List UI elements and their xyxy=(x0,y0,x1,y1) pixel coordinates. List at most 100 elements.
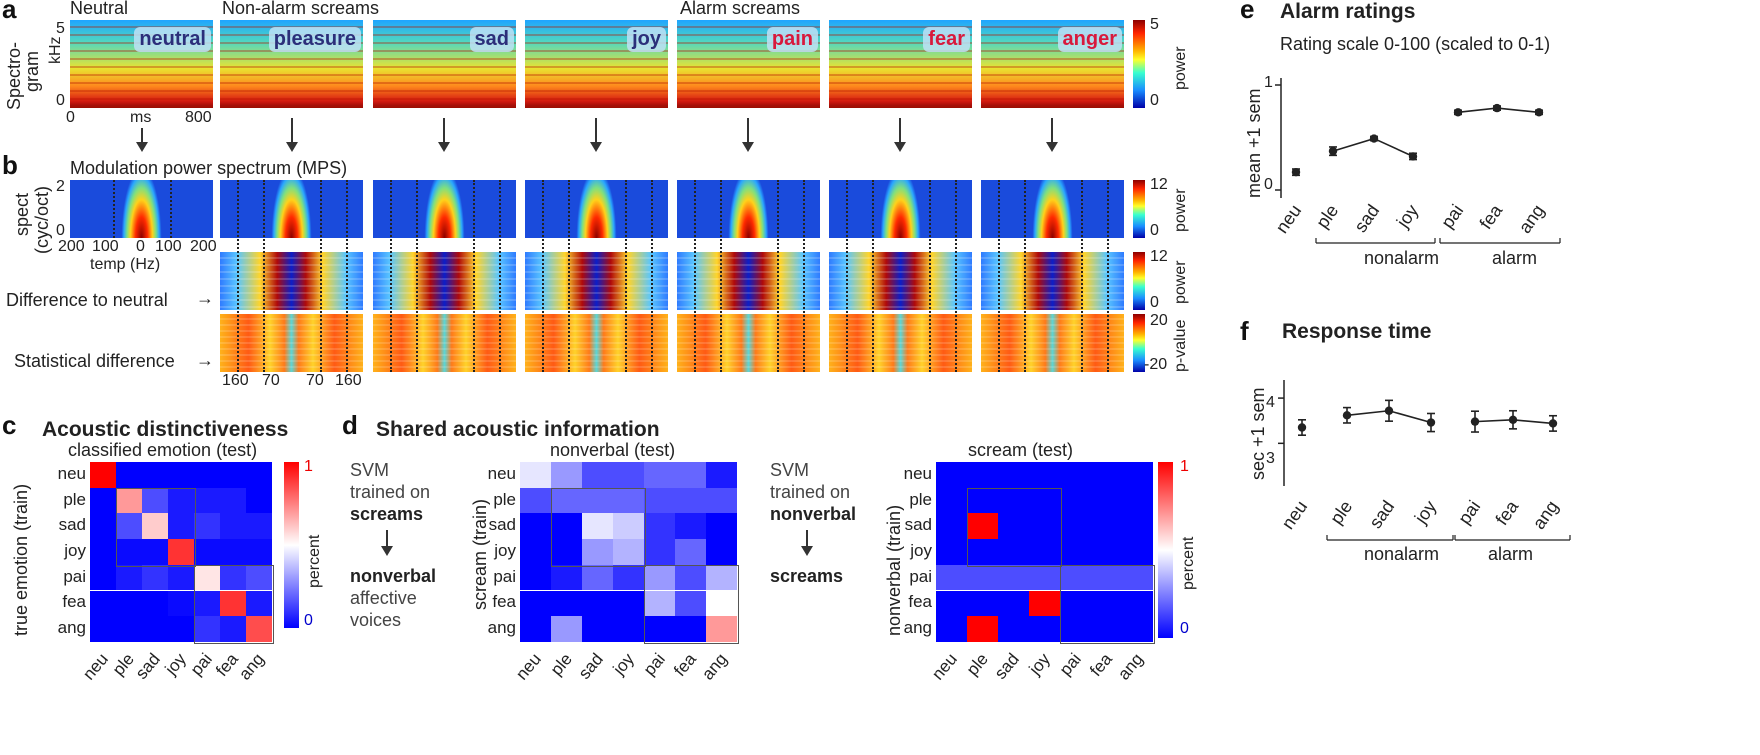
heatmap-cell xyxy=(706,462,737,488)
down-arrow-icon xyxy=(438,118,450,152)
down-arrow-icon xyxy=(1046,118,1058,152)
heatmap-cell xyxy=(967,564,998,591)
heatmap-cell xyxy=(194,513,220,540)
category-label: joy xyxy=(1410,497,1440,528)
heatmap-cell xyxy=(675,462,706,488)
diff-cbar-tick-0: 0 xyxy=(1150,294,1159,311)
heatmap-cell xyxy=(675,590,706,617)
heatmap-cell xyxy=(1091,616,1122,642)
frequency-divider-line xyxy=(954,180,957,372)
heatmap-cell xyxy=(936,487,967,514)
heatmap-row-label: sad xyxy=(904,515,932,535)
mps-tile-anger xyxy=(981,180,1124,238)
mps-xlabel: temp (Hz) xyxy=(90,256,161,273)
heatmap-row-label: ple xyxy=(909,489,932,509)
emotion-label-sad: sad xyxy=(469,27,514,52)
frequency-divider-line xyxy=(345,180,348,372)
frequency-divider-line xyxy=(846,180,849,372)
heatmap-cell xyxy=(116,616,142,642)
heatmap-cell xyxy=(1122,616,1153,642)
heatmap-cell xyxy=(246,487,272,514)
heatmap-cell xyxy=(1091,539,1122,565)
down-arrow-icon xyxy=(286,118,298,152)
heatmap-cell xyxy=(1060,513,1091,540)
panel-c-cbar-tick-1: 1 xyxy=(304,458,313,475)
spectrogram-xtick-ms: ms xyxy=(130,109,152,126)
heatmap-cell xyxy=(644,564,675,591)
heatmap-row-label: sad xyxy=(58,515,86,535)
heatmap-row-label: joy xyxy=(64,540,86,560)
heatmap-cell xyxy=(1122,487,1153,514)
heatmap-row-label: sad xyxy=(488,515,516,535)
heatmap-cell xyxy=(967,462,998,488)
heatmap-cell xyxy=(194,487,220,514)
heatmap-cell xyxy=(168,513,194,540)
spectrogram-cbar-tick-0: 0 xyxy=(1150,92,1159,109)
heatmap-cell xyxy=(706,564,737,591)
heatmap-row-label: neu xyxy=(487,463,516,483)
diff-colorbar xyxy=(1133,252,1145,310)
heatmap-cell xyxy=(1060,462,1091,488)
panel-d-letter: d xyxy=(342,410,358,440)
frequency-divider-line xyxy=(694,180,697,372)
heatmap-cell xyxy=(168,487,194,514)
heatmap-row-label: joy xyxy=(494,540,516,560)
panel-c-colorbar xyxy=(284,462,299,628)
heatmap-cell xyxy=(1060,590,1091,617)
data-point xyxy=(1384,406,1394,415)
data-point xyxy=(1297,423,1307,432)
d-left-text-5: affective xyxy=(350,588,417,608)
heatmap-cell xyxy=(246,513,272,540)
mps-bottom-tick-70a: 70 xyxy=(262,372,280,389)
heatmap-cell xyxy=(90,539,116,565)
heatmap-cell xyxy=(967,590,998,617)
heatmap-cell xyxy=(90,487,116,514)
panel-f-group-alarm: alarm xyxy=(1488,544,1534,564)
heatmap-cell xyxy=(1060,564,1091,591)
data-point xyxy=(1548,419,1558,428)
panel-e-ytick-1: 1 xyxy=(1264,74,1273,91)
heatmap-cell xyxy=(582,487,613,514)
heatmap-cell xyxy=(1122,513,1153,540)
heatmap-cell xyxy=(246,616,272,642)
heatmap-row-label: ple xyxy=(63,489,86,509)
heatmap-cell xyxy=(1122,462,1153,488)
mps-tile-pleasure xyxy=(220,180,363,238)
heatmap-cell xyxy=(220,616,246,642)
frequency-divider-line xyxy=(473,180,476,372)
heatmap-cell xyxy=(520,539,551,565)
heatmap-cell xyxy=(613,539,644,565)
emotion-label-neutral: neutral xyxy=(134,27,211,52)
mps-tile-pain xyxy=(677,180,820,238)
panel-c-subtitle: classified emotion (test) xyxy=(68,440,258,460)
right-arrow-icon: → xyxy=(196,288,214,308)
d-left-text-2: trained on xyxy=(350,482,431,502)
spectrogram-ytick-0: 0 xyxy=(56,92,65,109)
emotion-label-pleasure: pleasure xyxy=(268,27,361,52)
heatmap-row-label: ang xyxy=(487,618,516,638)
category-group-box xyxy=(551,487,646,567)
stat-tile-sad xyxy=(373,314,516,372)
right-arrow-icon: → xyxy=(196,350,214,370)
diff-tile-pleasure xyxy=(220,252,363,310)
heatmap-cell xyxy=(644,487,675,514)
panel-b-letter: b xyxy=(2,150,18,180)
category-group-box xyxy=(644,564,739,644)
heatmap-row-label: ple xyxy=(493,489,516,509)
d-left-text-6: voices xyxy=(350,610,402,630)
frequency-divider-line xyxy=(1106,180,1109,372)
heatmap-cell xyxy=(1122,590,1153,617)
heatmap-cell xyxy=(1060,616,1091,642)
statistical-difference-label: Statistical difference xyxy=(14,351,175,371)
heatmap-cell xyxy=(168,590,194,617)
heatmap-cell xyxy=(936,513,967,540)
heatmap-row-label: ang xyxy=(903,618,932,638)
heatmap-cell xyxy=(142,616,168,642)
heatmap-cell xyxy=(116,590,142,617)
frequency-divider-line xyxy=(625,180,628,372)
data-point xyxy=(1534,108,1544,117)
d-right-text-4: screams xyxy=(770,566,844,586)
heatmap-cell xyxy=(168,539,194,565)
emotion-label-pain: pain xyxy=(766,27,818,52)
panel-e-subtitle: Rating scale 0-100 (scaled to 0-1) xyxy=(1280,34,1551,54)
